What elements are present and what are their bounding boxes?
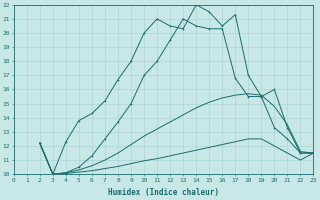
X-axis label: Humidex (Indice chaleur): Humidex (Indice chaleur) [108,188,219,197]
